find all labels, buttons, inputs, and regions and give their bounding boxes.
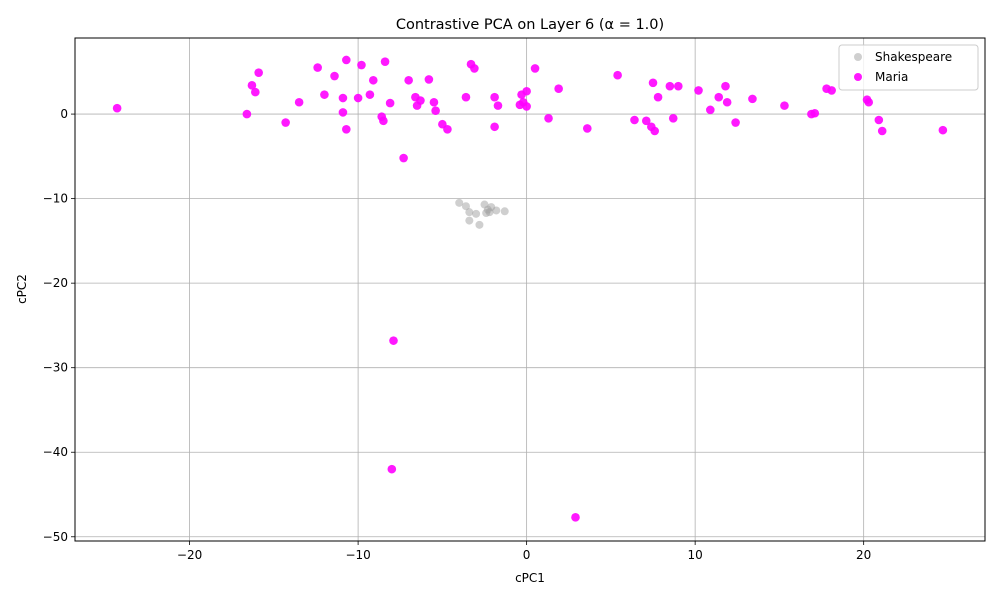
data-point-maria <box>294 97 304 107</box>
data-point-maria <box>490 92 499 102</box>
legend-label-maria: Maria <box>875 70 908 84</box>
legend-label-shakespeare: Shakespeare <box>875 50 952 64</box>
data-point-maria <box>365 90 375 99</box>
data-point-maria <box>493 101 503 110</box>
y-axis-label: cPC2 <box>15 274 29 304</box>
data-point-maria <box>431 106 440 116</box>
data-point-maria <box>404 75 413 85</box>
data-point-maria <box>653 92 663 102</box>
data-point-maria <box>714 92 724 102</box>
data-point-maria <box>530 64 540 73</box>
points-layer <box>112 55 948 522</box>
y-tick-label: −20 <box>43 276 68 290</box>
data-point-maria <box>694 86 703 95</box>
data-point-maria <box>281 118 290 127</box>
data-point-maria <box>780 101 789 110</box>
data-point-maria <box>112 103 122 113</box>
y-tick-label: 0 <box>60 107 68 121</box>
data-point-maria <box>665 81 675 91</box>
data-point-maria <box>313 63 322 72</box>
data-point-maria <box>731 118 740 127</box>
data-point-maria <box>874 115 884 125</box>
data-point-maria <box>416 96 425 105</box>
data-point-maria <box>254 68 263 77</box>
x-tick-label: −20 <box>177 548 202 562</box>
data-point-maria <box>330 71 339 81</box>
data-point-maria <box>338 108 348 117</box>
y-tick-label: −30 <box>43 361 68 375</box>
data-point-maria <box>630 115 639 125</box>
data-point-maria <box>342 55 351 65</box>
data-point-shakespeare <box>475 220 484 229</box>
data-point-maria <box>877 126 887 136</box>
legend-marker-shakespeare <box>854 53 862 61</box>
data-point-shakespeare <box>461 202 470 211</box>
data-point-maria <box>544 114 553 123</box>
data-point-maria <box>251 87 260 97</box>
data-point-maria <box>242 109 252 119</box>
x-tick-label: −10 <box>345 548 370 562</box>
data-point-maria <box>641 116 651 126</box>
data-point-maria <box>353 93 363 103</box>
data-point-maria <box>827 86 836 95</box>
x-axis-label: cPC1 <box>515 571 545 585</box>
data-point-maria <box>582 124 592 133</box>
legend-marker-maria <box>854 73 862 81</box>
chart-title: Contrastive PCA on Layer 6 (α = 1.0) <box>396 17 664 33</box>
data-point-shakespeare <box>472 209 481 218</box>
data-point-shakespeare <box>492 206 501 215</box>
data-point-maria <box>399 153 408 163</box>
data-point-maria <box>247 81 257 90</box>
legend: Shakespeare Maria <box>838 44 979 91</box>
x-tick-label: 20 <box>856 548 871 562</box>
data-point-maria <box>470 64 479 73</box>
data-point-maria <box>389 336 398 345</box>
data-point-maria <box>522 102 531 111</box>
data-point-maria <box>380 57 390 66</box>
data-point-maria <box>648 78 658 88</box>
data-point-maria <box>385 98 395 108</box>
data-point-maria <box>387 464 397 474</box>
data-point-shakespeare <box>465 208 474 217</box>
data-point-maria <box>429 97 439 107</box>
legend-box <box>838 44 979 91</box>
data-point-maria <box>368 75 378 85</box>
data-point-maria <box>379 116 388 126</box>
data-point-maria <box>722 97 732 107</box>
data-point-maria <box>522 86 531 96</box>
data-point-shakespeare <box>455 198 464 207</box>
data-point-maria <box>554 84 563 94</box>
data-point-shakespeare <box>465 216 474 225</box>
data-point-maria <box>342 125 351 134</box>
y-tick-label: −10 <box>43 192 68 206</box>
data-point-maria <box>461 92 471 102</box>
data-point-maria <box>748 94 757 104</box>
data-point-maria <box>571 513 580 522</box>
data-point-maria <box>668 114 678 123</box>
x-tick-label: 10 <box>688 548 703 562</box>
data-point-maria <box>443 125 452 134</box>
data-point-maria <box>938 125 948 135</box>
data-point-maria <box>864 97 874 107</box>
y-tick-label: −50 <box>43 530 68 544</box>
data-point-maria <box>721 81 730 91</box>
data-point-maria <box>357 60 366 70</box>
data-point-maria <box>613 70 622 80</box>
data-point-maria <box>320 90 329 99</box>
data-point-maria <box>673 81 683 91</box>
data-point-maria <box>424 75 434 84</box>
ticks-layer: −20 −10 0 10 20 0 −10 −20 −30 −40 −50 <box>43 107 872 562</box>
data-point-maria <box>810 108 820 118</box>
data-point-maria <box>706 105 715 115</box>
plot-frame <box>74 37 986 542</box>
data-point-maria <box>490 122 499 132</box>
data-point-maria <box>650 126 660 136</box>
data-point-maria <box>338 93 348 103</box>
grid-layer <box>75 38 985 541</box>
x-tick-label: 0 <box>523 548 531 562</box>
y-tick-label: −40 <box>43 445 68 459</box>
data-point-shakespeare <box>500 207 509 216</box>
